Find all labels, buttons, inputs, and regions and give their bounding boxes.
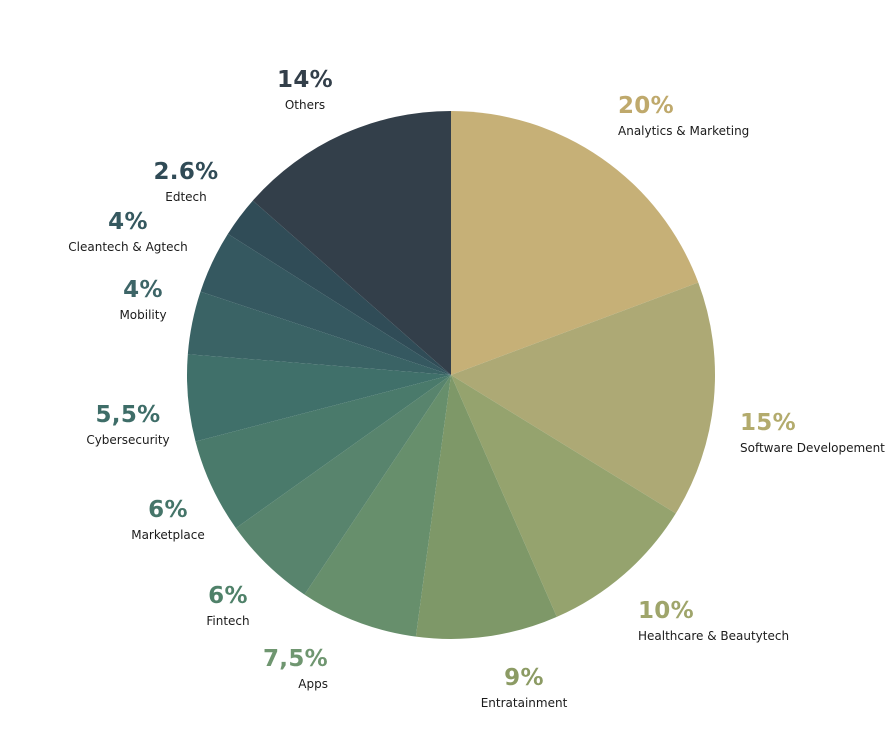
category-label-fintech: Fintech [206, 614, 249, 628]
data-label-edtech: 2.6% [154, 159, 219, 185]
pie-slice-edtech [227, 200, 451, 375]
pie-slice-healthcare-and-beautytech [451, 375, 676, 617]
pie-slice-marketplace [195, 375, 451, 529]
data-label-cybersecurity: 5,5% [96, 402, 161, 428]
pie-slice-mobility [187, 291, 451, 375]
data-label-analytics-and-marketing: 20% [618, 93, 674, 119]
data-label-software-developement: 15% [740, 410, 796, 436]
category-label-apps: Apps [298, 677, 328, 691]
data-label-fintech: 6% [208, 583, 248, 609]
category-label-cybersecurity: Cybersecurity [86, 433, 169, 447]
pie-slice-analytics-and-marketing [451, 111, 699, 375]
data-label-healthcare-and-beautytech: 10% [638, 598, 694, 624]
category-label-edtech: Edtech [165, 190, 207, 204]
category-label-healthcare-and-beautytech: Healthcare & Beautytech [638, 629, 789, 643]
pie-slice-cybersecurity [186, 354, 451, 442]
data-label-others: 14% [277, 67, 333, 93]
data-label-apps: 7,5% [263, 646, 328, 672]
pie-slice-apps [304, 375, 451, 637]
category-label-analytics-and-marketing: Analytics & Marketing [618, 124, 749, 138]
category-label-entratainment: Entratainment [481, 696, 568, 710]
category-label-software-developement: Software Developement [740, 441, 885, 455]
pie-slices [186, 110, 715, 639]
category-label-others: Others [285, 98, 325, 112]
pie-slice-cleantech-and-agtech [200, 233, 451, 375]
data-label-cleantech-and-agtech: 4% [108, 209, 148, 235]
category-label-cleantech-and-agtech: Cleantech & Agtech [68, 240, 187, 254]
pie-slice-others [252, 110, 451, 375]
pie-slice-entratainment [415, 375, 557, 639]
pie-labels: 20% Analytics & Marketing 15% Software Deve… [68, 67, 885, 710]
category-label-mobility: Mobility [119, 308, 166, 322]
data-label-entratainment: 9% [504, 665, 544, 691]
data-label-mobility: 4% [123, 277, 163, 303]
pie-slice-fintech [235, 375, 451, 595]
category-label-marketplace: Marketplace [131, 528, 205, 542]
pie-slice-software-developement [451, 282, 715, 514]
data-label-marketplace: 6% [148, 497, 188, 523]
